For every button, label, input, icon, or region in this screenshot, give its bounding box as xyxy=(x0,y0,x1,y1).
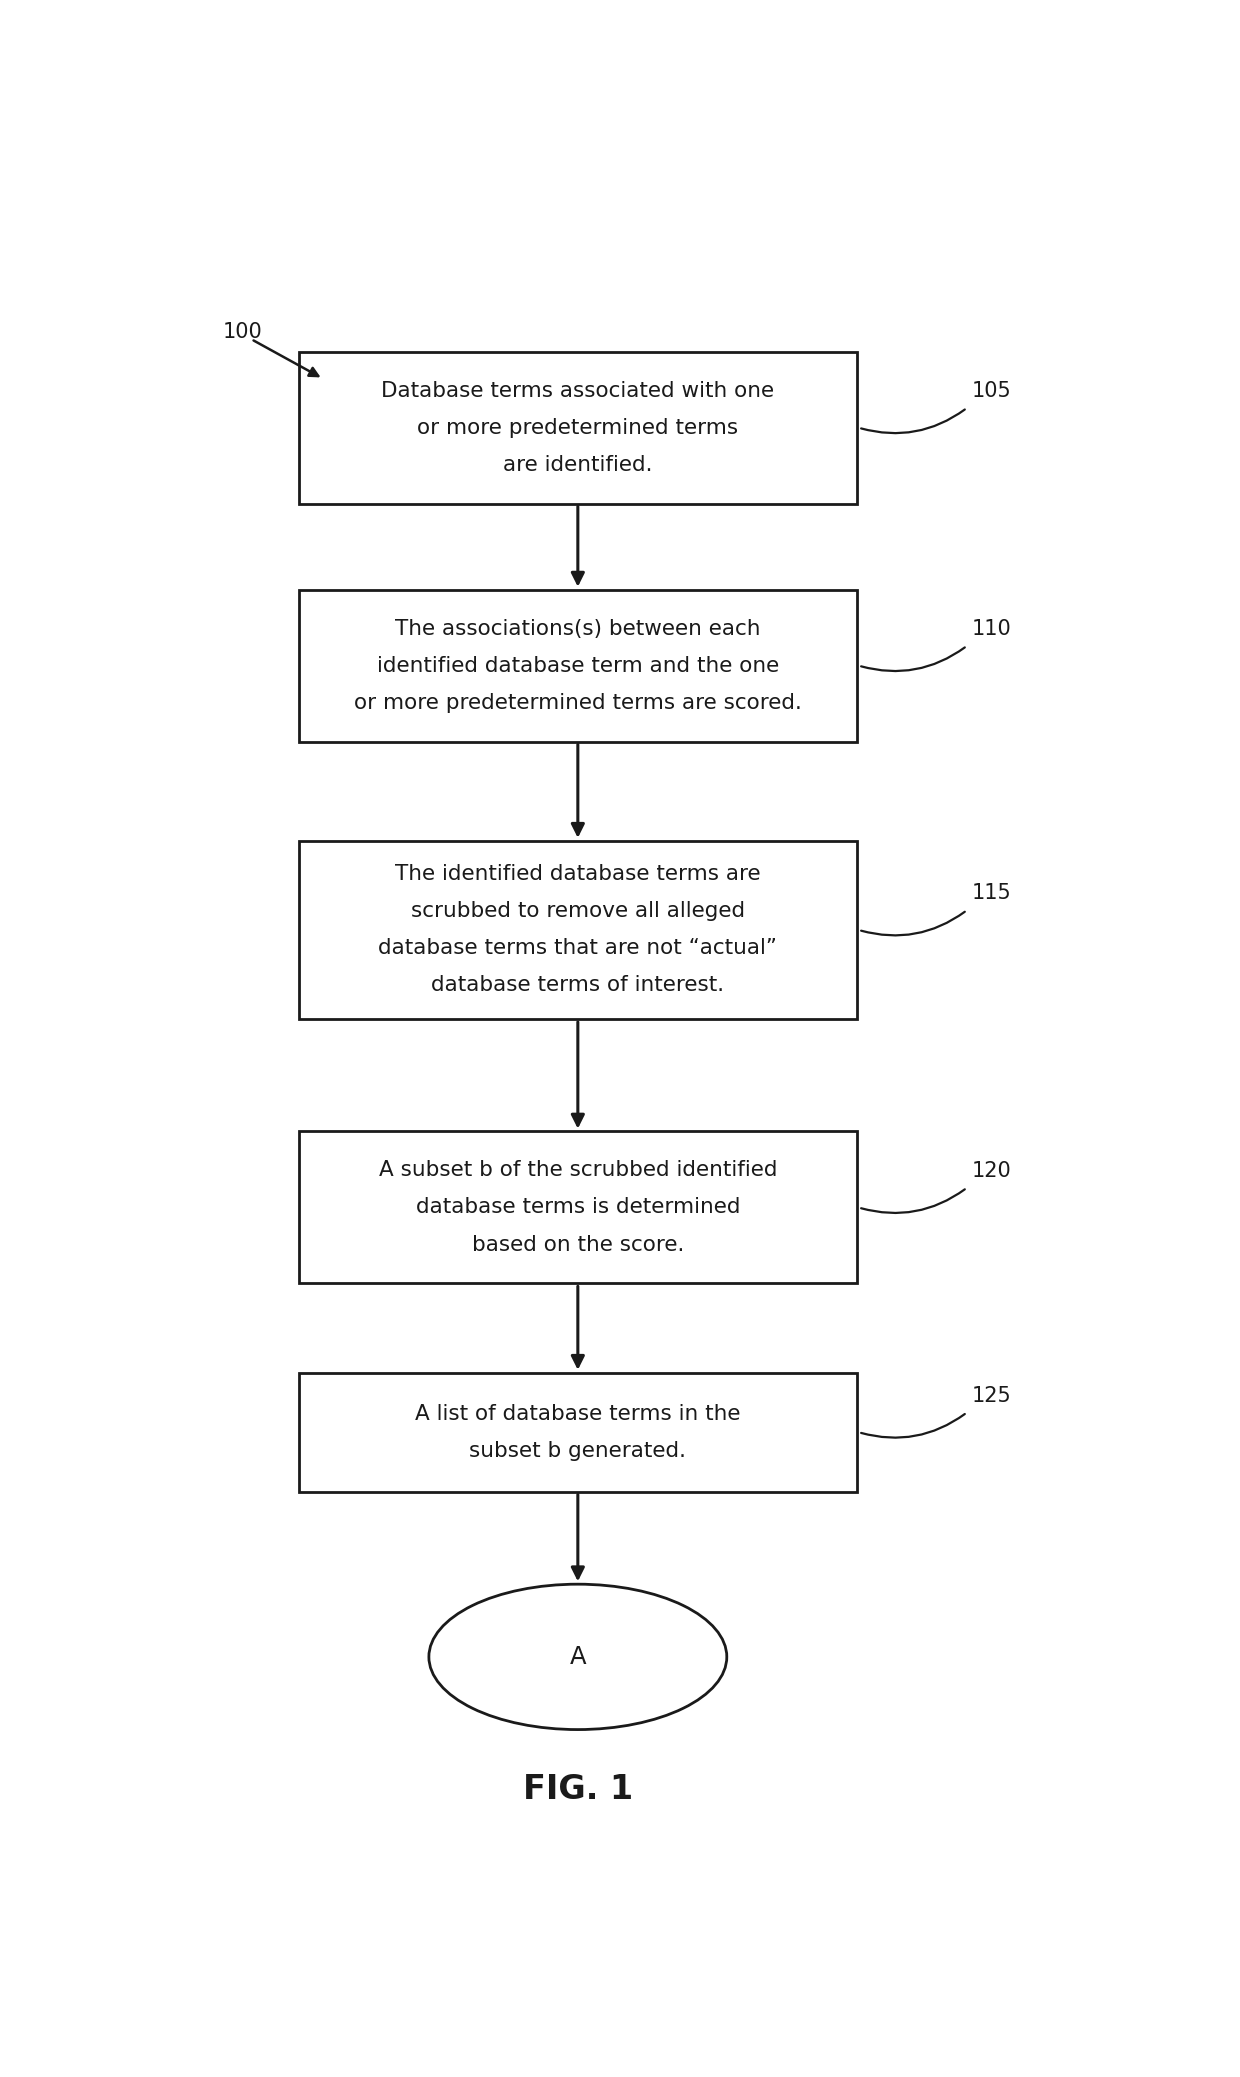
Text: 120: 120 xyxy=(972,1161,1012,1182)
Text: are identified.: are identified. xyxy=(503,455,652,476)
FancyBboxPatch shape xyxy=(299,1373,857,1491)
Text: A: A xyxy=(569,1645,587,1670)
Text: database terms is determined: database terms is determined xyxy=(415,1198,740,1217)
Ellipse shape xyxy=(429,1585,727,1730)
Text: or more predetermined terms are scored.: or more predetermined terms are scored. xyxy=(353,692,802,712)
Text: Database terms associated with one: Database terms associated with one xyxy=(381,380,775,401)
Text: based on the score.: based on the score. xyxy=(471,1234,684,1255)
FancyBboxPatch shape xyxy=(299,1132,857,1284)
FancyBboxPatch shape xyxy=(299,590,857,741)
Text: identified database term and the one: identified database term and the one xyxy=(377,656,779,675)
Text: 110: 110 xyxy=(972,619,1012,640)
Text: The identified database terms are: The identified database terms are xyxy=(396,864,760,885)
Text: scrubbed to remove all alleged: scrubbed to remove all alleged xyxy=(410,901,745,922)
Text: or more predetermined terms: or more predetermined terms xyxy=(418,417,738,438)
Text: database terms that are not “actual”: database terms that are not “actual” xyxy=(378,939,777,957)
FancyBboxPatch shape xyxy=(299,841,857,1020)
Text: 115: 115 xyxy=(972,883,1012,903)
Text: A list of database terms in the: A list of database terms in the xyxy=(415,1404,740,1423)
Text: The associations(s) between each: The associations(s) between each xyxy=(396,619,760,638)
Text: database terms of interest.: database terms of interest. xyxy=(432,976,724,995)
Text: 125: 125 xyxy=(972,1385,1012,1406)
Text: 105: 105 xyxy=(972,382,1012,401)
Text: 100: 100 xyxy=(222,322,262,343)
Text: subset b generated.: subset b generated. xyxy=(469,1441,686,1460)
Text: FIG. 1: FIG. 1 xyxy=(523,1772,632,1805)
FancyBboxPatch shape xyxy=(299,351,857,505)
Text: A subset b of the scrubbed identified: A subset b of the scrubbed identified xyxy=(378,1161,777,1180)
